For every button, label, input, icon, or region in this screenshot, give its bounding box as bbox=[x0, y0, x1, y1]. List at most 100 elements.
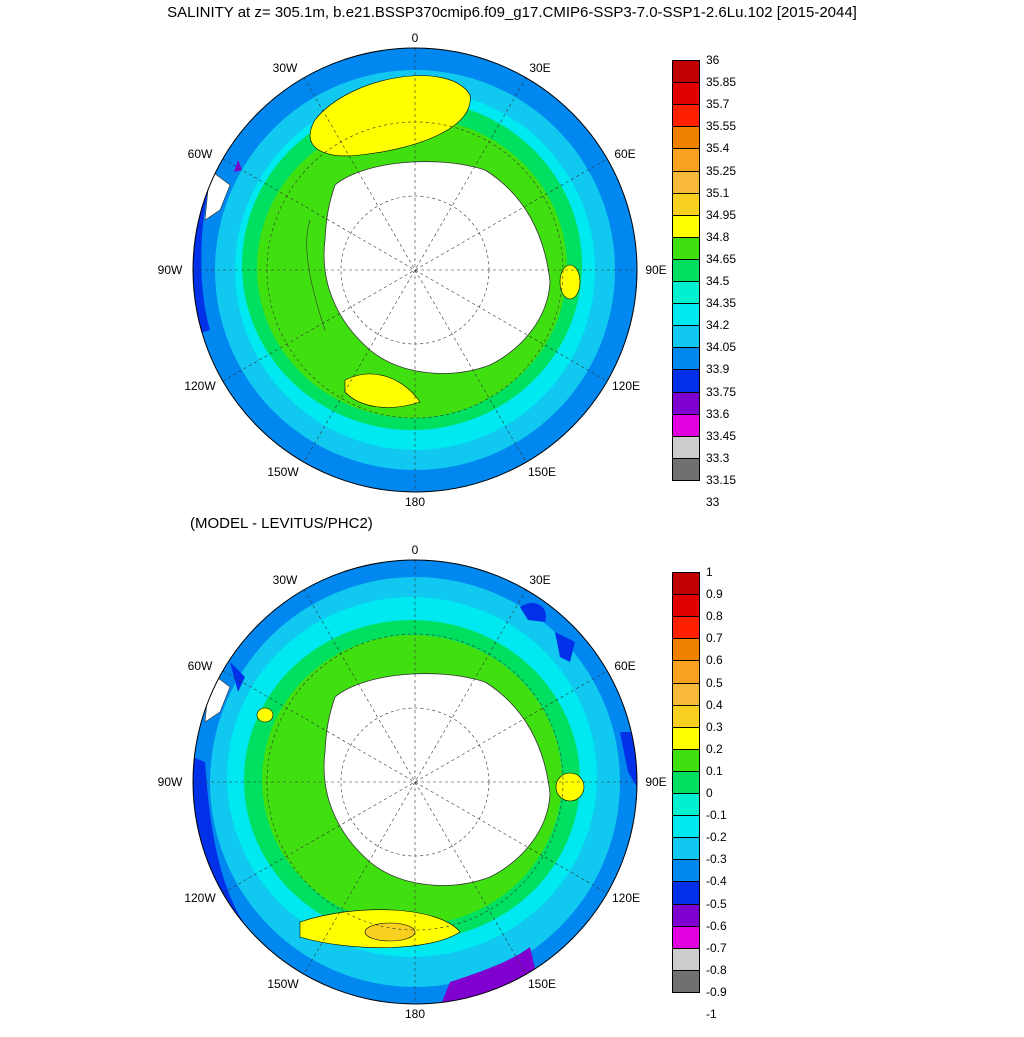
lon-label-150w: 150W bbox=[267, 977, 299, 991]
lon-label-90e: 90E bbox=[645, 775, 666, 789]
colorbar-tick-label: 0.9 bbox=[706, 587, 723, 602]
lon-label-60e: 60E bbox=[614, 147, 635, 161]
colorbar-swatch bbox=[672, 638, 700, 662]
difference-map-svg: 0 30E 60E 90E 120E 150E 180 150W 120W 90… bbox=[158, 543, 667, 1021]
lon-label-180: 180 bbox=[405, 495, 425, 509]
colorbar-tick-label: 0.3 bbox=[706, 719, 723, 734]
colorbar-swatch bbox=[672, 748, 700, 772]
colorbar-swatch bbox=[672, 616, 700, 640]
colorbar-tick-label: 1 bbox=[706, 565, 713, 579]
colorbar-tick-label: 33 bbox=[706, 495, 720, 510]
colorbar-swatch bbox=[672, 435, 700, 459]
colorbar-swatch bbox=[672, 303, 700, 327]
lon-label-120e: 120E bbox=[612, 891, 640, 905]
lon-label-90w: 90W bbox=[158, 775, 183, 789]
colorbar-tick-label: 0.6 bbox=[706, 653, 723, 668]
lon-label-60w: 60W bbox=[188, 659, 213, 673]
colorbar-tick-label: 0.7 bbox=[706, 631, 723, 646]
colorbar-tick-label: 0.2 bbox=[706, 741, 723, 756]
colorbar-swatch bbox=[672, 682, 700, 706]
colorbar-swatch bbox=[672, 369, 700, 393]
colorbar-tick-label: -0.5 bbox=[706, 896, 727, 911]
colorbar-swatch bbox=[672, 325, 700, 349]
colorbar-tick-label: 0 bbox=[706, 786, 713, 801]
colorbar-tick-label: -0.6 bbox=[706, 918, 727, 933]
colorbar-swatch bbox=[672, 104, 700, 128]
colorbar-swatch bbox=[672, 925, 700, 949]
colorbar-swatch bbox=[672, 281, 700, 305]
lon-label-30e: 30E bbox=[529, 61, 550, 75]
colorbar-tick-label: 33.3 bbox=[706, 450, 730, 465]
colorbar-swatch bbox=[672, 60, 700, 84]
lon-label-0: 0 bbox=[412, 543, 419, 557]
lon-label-90e: 90E bbox=[645, 263, 666, 277]
colorbar-swatch bbox=[672, 347, 700, 371]
colorbar-tick-label: 0.8 bbox=[706, 609, 723, 624]
colorbar-swatch bbox=[672, 815, 700, 839]
lon-label-120e: 120E bbox=[612, 379, 640, 393]
colorbar-tick-label: 33.45 bbox=[706, 428, 737, 443]
plot-subtitle: (MODEL - LEVITUS/PHC2) bbox=[190, 515, 373, 532]
salinity-map-svg: 0 30E 60E 90E 120E 150E 180 150W 120W 90… bbox=[158, 31, 667, 509]
colorbar-swatch bbox=[672, 572, 700, 596]
colorbar-swatch bbox=[672, 881, 700, 905]
colorbar-tick-label: 34.05 bbox=[706, 340, 737, 355]
colorbar-tick-label: 0.4 bbox=[706, 697, 723, 712]
colorbar-swatch bbox=[672, 660, 700, 684]
lon-label-30e: 30E bbox=[529, 573, 550, 587]
colorbar-tick-label: 0.5 bbox=[706, 675, 723, 690]
colorbar-swatch bbox=[672, 969, 700, 993]
colorbar-tick-label: -0.8 bbox=[706, 962, 727, 977]
colorbar-tick-label: -0.3 bbox=[706, 852, 727, 867]
colorbar-tick-label: 34.95 bbox=[706, 207, 737, 222]
colorbar-swatch bbox=[672, 837, 700, 861]
colorbar-tick-label: 35.7 bbox=[706, 97, 730, 112]
colorbar-swatch bbox=[672, 793, 700, 817]
colorbar-tick-label: 35.85 bbox=[706, 75, 737, 90]
colorbar-tick-label: -0.7 bbox=[706, 940, 727, 955]
lon-label-60e: 60E bbox=[614, 659, 635, 673]
colorbar-swatch bbox=[672, 170, 700, 194]
colorbar-swatch bbox=[672, 82, 700, 106]
lon-label-30w: 30W bbox=[273, 573, 298, 587]
colorbar-tick-label: -0.9 bbox=[706, 985, 727, 999]
colorbar-tick-label: 33.15 bbox=[706, 473, 737, 487]
colorbar-swatch bbox=[672, 214, 700, 238]
colorbar-tick-label: -0.4 bbox=[706, 874, 727, 889]
colorbar-tick-label: 34.8 bbox=[706, 229, 730, 244]
colorbar-tick-label: 35.25 bbox=[706, 163, 737, 178]
colorbar-swatch bbox=[672, 391, 700, 415]
salinity-map: 0 30E 60E 90E 120E 150E 180 150W 120W 90… bbox=[150, 20, 680, 520]
difference-map: 0 30E 60E 90E 120E 150E 180 150W 120W 90… bbox=[150, 532, 680, 1032]
colorbar-tick-label: 35.1 bbox=[706, 185, 730, 200]
lon-label-120w: 120W bbox=[184, 379, 216, 393]
colorbar-tick-label: 33.75 bbox=[706, 384, 737, 399]
colorbar-tick-label: -0.2 bbox=[706, 830, 727, 845]
colorbar-swatch bbox=[672, 236, 700, 260]
lon-label-150e: 150E bbox=[528, 977, 556, 991]
lon-label-150w: 150W bbox=[267, 465, 299, 479]
colorbar-swatch bbox=[672, 413, 700, 437]
lon-label-180: 180 bbox=[405, 1007, 425, 1021]
colorbar-tick-label: 35.55 bbox=[706, 119, 737, 134]
colorbar-swatch bbox=[672, 704, 700, 728]
colorbar-swatch bbox=[672, 457, 700, 481]
lon-label-90w: 90W bbox=[158, 263, 183, 277]
colorbar-swatch bbox=[672, 770, 700, 795]
colorbar-swatch bbox=[672, 258, 700, 283]
colorbar-swatch bbox=[672, 903, 700, 927]
difference-colorbar: 1 0.9 0.8 0.7 0.6 0.5 0.4 0.3 0.2 0.1 0 -0.1 -0.2 -0.… bbox=[672, 566, 762, 1020]
colorbar-swatch bbox=[672, 594, 700, 618]
colorbar-tick-label: 34.65 bbox=[706, 251, 737, 266]
colorbar-swatch bbox=[672, 148, 700, 172]
colorbar-tick-label: 0.1 bbox=[706, 763, 723, 778]
colorbar-swatch bbox=[672, 192, 700, 216]
lon-label-0: 0 bbox=[412, 31, 419, 45]
colorbar-tick-label: -0.1 bbox=[706, 808, 727, 823]
colorbar-tick-label: 34.5 bbox=[706, 274, 730, 289]
salinity-colorbar: 36 35.85 35.7 35.55 35.4 35.25 35.1 34.95 34.8 34… bbox=[672, 54, 762, 508]
colorbar-tick-label: 34.35 bbox=[706, 296, 737, 311]
colorbar-tick-label: 35.4 bbox=[706, 141, 730, 156]
colorbar-tick-label: 36 bbox=[706, 53, 720, 67]
colorbar-swatch bbox=[672, 726, 700, 750]
